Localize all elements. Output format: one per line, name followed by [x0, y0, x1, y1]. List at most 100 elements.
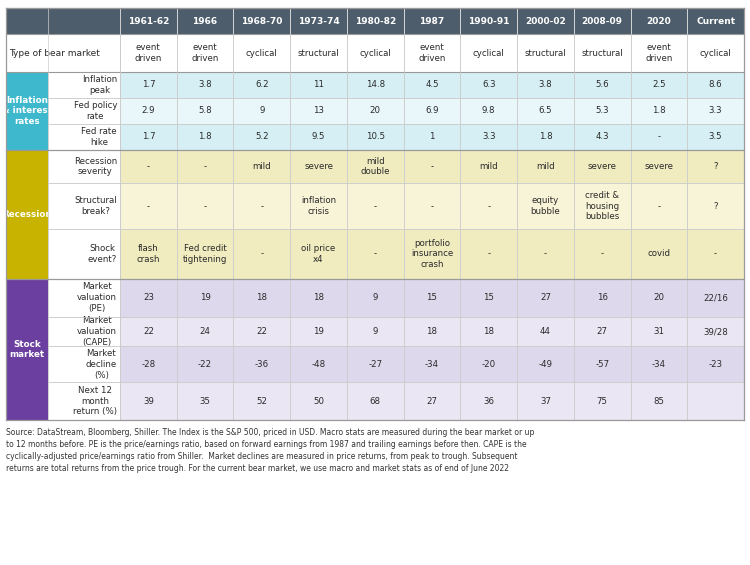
Bar [6, 34, 120, 72]
Text: 2000-02: 2000-02 [525, 16, 566, 25]
Text: 1980-82: 1980-82 [355, 16, 396, 25]
Bar [177, 382, 233, 420]
Text: 9: 9 [373, 327, 378, 336]
Text: -: - [147, 162, 150, 171]
Bar [120, 346, 177, 382]
Bar [233, 382, 290, 420]
Bar [6, 72, 48, 150]
Bar [687, 316, 744, 346]
Text: 39/28: 39/28 [704, 327, 728, 336]
Text: -: - [374, 202, 376, 211]
Text: severe: severe [644, 162, 674, 171]
Bar [48, 346, 120, 382]
Text: Fed credit
tightening: Fed credit tightening [183, 244, 227, 264]
Text: structural: structural [581, 49, 623, 58]
Text: 52: 52 [256, 397, 267, 406]
Bar [631, 34, 687, 72]
Text: 9: 9 [373, 293, 378, 302]
Text: 8.6: 8.6 [709, 80, 722, 89]
Bar [574, 229, 631, 279]
Text: 37: 37 [540, 397, 551, 406]
Text: Recession
severity: Recession severity [74, 157, 117, 176]
Bar [290, 346, 347, 382]
Text: 50: 50 [313, 397, 324, 406]
Bar [120, 316, 177, 346]
Text: -: - [544, 250, 547, 258]
Bar [120, 150, 177, 184]
Text: 39: 39 [143, 397, 154, 406]
Text: -: - [714, 250, 717, 258]
Text: 20: 20 [370, 106, 381, 115]
Text: 27: 27 [540, 293, 551, 302]
Text: 1.7: 1.7 [142, 80, 155, 89]
Bar [631, 316, 687, 346]
Bar [347, 150, 404, 184]
Text: -: - [203, 162, 207, 171]
Text: 1968-70: 1968-70 [242, 16, 283, 25]
Text: 19: 19 [313, 327, 324, 336]
Bar [404, 124, 460, 150]
Bar [177, 124, 233, 150]
Text: 4.5: 4.5 [425, 80, 439, 89]
Text: cyclical: cyclical [700, 49, 731, 58]
Bar [404, 72, 460, 98]
Bar [404, 150, 460, 184]
Text: equity
bubble: equity bubble [530, 197, 560, 216]
Text: -: - [430, 162, 433, 171]
Text: Next 12
month
return (%): Next 12 month return (%) [73, 386, 117, 416]
Bar [233, 124, 290, 150]
Bar [347, 72, 404, 98]
Text: event
driven: event driven [135, 43, 162, 63]
Bar [631, 279, 687, 316]
Text: 1.8: 1.8 [198, 132, 212, 141]
Bar [631, 98, 687, 124]
Text: 2.9: 2.9 [142, 106, 155, 115]
Bar [404, 382, 460, 420]
Bar [631, 184, 687, 229]
Text: 85: 85 [653, 397, 664, 406]
Bar [687, 98, 744, 124]
Text: 9: 9 [260, 106, 265, 115]
Text: 5.2: 5.2 [255, 132, 268, 141]
Text: Market
valuation
(PE): Market valuation (PE) [77, 282, 117, 313]
Bar [48, 98, 120, 124]
Text: -: - [374, 250, 376, 258]
Text: Source: DataStream, Bloomberg, Shiller. The Index is the S&P 500, priced in USD.: Source: DataStream, Bloomberg, Shiller. … [6, 428, 534, 473]
Bar [517, 184, 574, 229]
Text: 11: 11 [313, 80, 324, 89]
Text: 3.3: 3.3 [709, 106, 722, 115]
Text: -34: -34 [425, 360, 439, 369]
Text: structural: structural [525, 49, 566, 58]
Text: 31: 31 [653, 327, 664, 336]
Bar [687, 124, 744, 150]
Text: 44: 44 [540, 327, 551, 336]
Bar [48, 150, 120, 184]
Bar [460, 150, 517, 184]
Text: 2020: 2020 [646, 16, 671, 25]
Text: 6.5: 6.5 [538, 106, 552, 115]
Bar [233, 150, 290, 184]
Bar [177, 279, 233, 316]
Text: 1966: 1966 [193, 16, 217, 25]
Bar [517, 124, 574, 150]
Bar [233, 316, 290, 346]
Bar [233, 34, 290, 72]
Bar [177, 346, 233, 382]
Bar [290, 8, 347, 34]
Text: 1973-74: 1973-74 [298, 16, 340, 25]
Bar [687, 382, 744, 420]
Text: 1: 1 [429, 132, 435, 141]
Text: mild: mild [479, 162, 498, 171]
Bar [687, 346, 744, 382]
Text: 3.8: 3.8 [198, 80, 212, 89]
Text: structural: structural [298, 49, 339, 58]
Bar [460, 8, 517, 34]
Text: 24: 24 [200, 327, 211, 336]
Text: -: - [488, 250, 490, 258]
Text: -: - [260, 250, 263, 258]
Text: 20: 20 [653, 293, 664, 302]
Text: cyclical: cyclical [359, 49, 392, 58]
Bar [574, 346, 631, 382]
Bar [460, 346, 517, 382]
Bar [120, 98, 177, 124]
